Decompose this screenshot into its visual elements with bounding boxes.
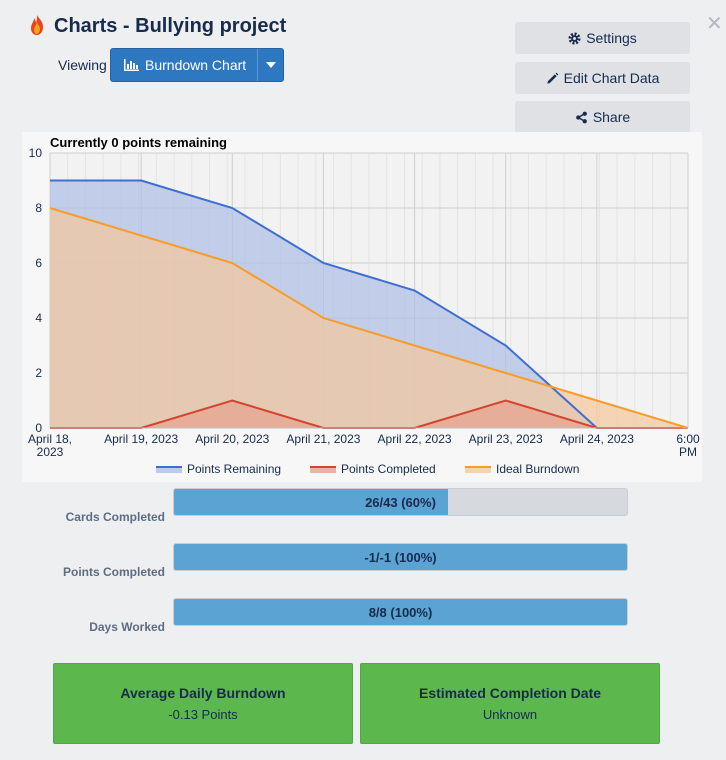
chart-type-select-main[interactable]: Burndown Chart bbox=[111, 49, 257, 81]
close-icon[interactable]: ✕ bbox=[706, 13, 723, 35]
share-label: Share bbox=[592, 109, 631, 125]
chart-title: Currently 0 points remaining bbox=[50, 135, 227, 150]
legend-swatch-fill bbox=[156, 467, 182, 473]
stat-title: Estimated Completion Date bbox=[418, 685, 602, 701]
legend-label: Points Remaining bbox=[187, 462, 281, 476]
share-icon bbox=[575, 111, 587, 123]
x-tick-label: April 21, 2023 bbox=[286, 432, 360, 446]
burndown-chart: 0 2 4 6 8 10 April 18, 2023 April 19, 2023 April … bbox=[22, 132, 702, 482]
progress-bar: 8/8 (100%) bbox=[173, 598, 628, 626]
progress-bar-text: 8/8 (100%) bbox=[368, 604, 433, 620]
x-tick-label: April 23, 2023 bbox=[469, 432, 543, 446]
x-tick-label: April 22, 2023 bbox=[378, 432, 452, 446]
viewing-label: Viewing bbox=[58, 57, 107, 73]
stat-value: -0.13 Points bbox=[168, 707, 238, 722]
estimated-completion-date-card: Estimated Completion Date Unknown bbox=[360, 663, 660, 744]
y-tick-label: 8 bbox=[35, 201, 42, 215]
edit-chart-data-label: Edit Chart Data bbox=[563, 70, 660, 86]
stat-title: Average Daily Burndown bbox=[120, 685, 286, 701]
progress-bar-fill bbox=[174, 489, 448, 515]
share-button[interactable]: Share bbox=[515, 101, 690, 133]
caret-down-icon bbox=[265, 62, 276, 68]
x-tick-label: April 24, 2023 bbox=[560, 432, 634, 446]
gear-icon bbox=[568, 31, 581, 45]
y-tick-label: 0 bbox=[35, 421, 42, 435]
page-title: Charts - Bullying project bbox=[54, 15, 287, 37]
settings-label: Settings bbox=[586, 30, 637, 46]
x-tick-label: April 19, 2023 bbox=[104, 432, 178, 446]
x-tick-label: April 20, 2023 bbox=[195, 432, 269, 446]
y-tick-label: 6 bbox=[35, 256, 42, 270]
legend-label: Points Completed bbox=[341, 462, 436, 476]
chart-type-dropdown-toggle[interactable] bbox=[257, 49, 283, 81]
stat-value: Unknown bbox=[482, 707, 538, 722]
legend-label: Ideal Burndown bbox=[496, 462, 579, 476]
bar-chart-icon bbox=[124, 59, 139, 71]
legend-swatch-fill bbox=[310, 467, 336, 473]
y-tick-label: 2 bbox=[35, 366, 42, 380]
progress-bar: 26/43 (60%) bbox=[173, 488, 628, 516]
series-line-0 bbox=[50, 179, 688, 429]
flame-icon bbox=[31, 15, 43, 35]
progress-label: Points Completed bbox=[62, 565, 165, 579]
settings-button[interactable]: Settings bbox=[515, 22, 690, 54]
progress-bar-fill bbox=[174, 599, 627, 625]
progress-bar-fill bbox=[174, 544, 627, 570]
burndown-chart-svg: 0 2 4 6 8 10 April 18, 2023 April 19, 2023 April … bbox=[28, 135, 700, 476]
progress-label: Cards Completed bbox=[65, 510, 165, 524]
progress-bar-text: 26/43 (60%) bbox=[365, 494, 436, 510]
legend-swatch-fill bbox=[465, 467, 491, 473]
progress-label: Days Worked bbox=[89, 620, 165, 634]
y-tick-label: 10 bbox=[29, 146, 43, 160]
chart-type-select-value: Burndown Chart bbox=[145, 57, 247, 73]
x-tick-label: April 18, 2023 bbox=[28, 432, 72, 459]
pencil-icon bbox=[547, 72, 558, 84]
series-line-2 bbox=[49, 207, 689, 429]
chart-type-select[interactable]: Burndown Chart bbox=[110, 48, 284, 82]
series-area-2 bbox=[50, 208, 688, 428]
progress-bar-text: -1/-1 (100%) bbox=[364, 549, 437, 565]
x-tick-label: 6:00 PM bbox=[676, 432, 700, 459]
edit-chart-data-button[interactable]: Edit Chart Data bbox=[515, 62, 690, 94]
y-tick-label: 4 bbox=[35, 311, 42, 325]
average-daily-burndown-card: Average Daily Burndown -0.13 Points bbox=[53, 663, 353, 744]
progress-bar: -1/-1 (100%) bbox=[173, 543, 628, 571]
